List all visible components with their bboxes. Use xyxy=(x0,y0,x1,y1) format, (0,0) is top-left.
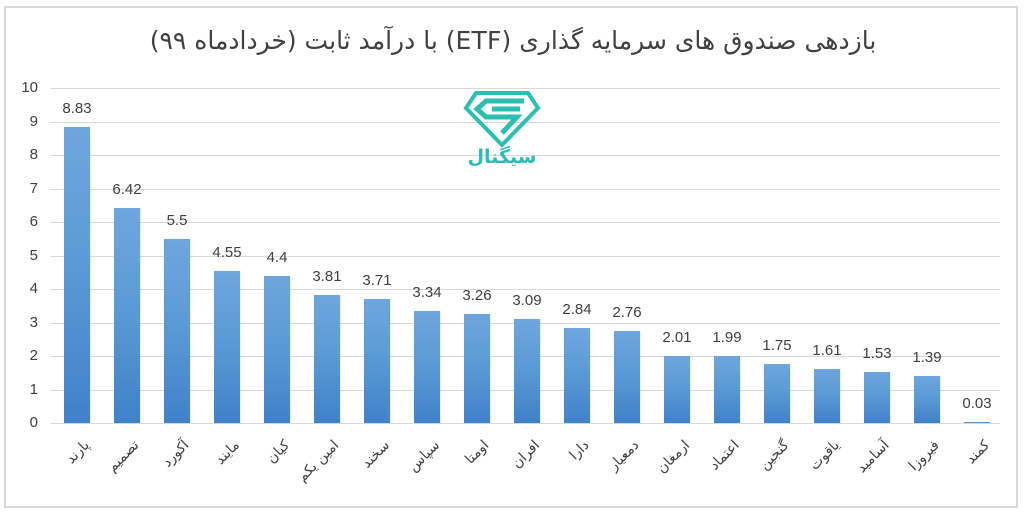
data-label: 0.03 xyxy=(962,394,992,412)
chart-frame xyxy=(4,6,1018,508)
bar xyxy=(764,364,790,423)
y-tick-label: 7 xyxy=(29,180,38,197)
bar xyxy=(414,311,440,423)
y-tick-label: 10 xyxy=(21,79,38,96)
bar xyxy=(114,207,140,423)
data-label: 3.34 xyxy=(412,284,442,302)
data-label: 1.99 xyxy=(712,329,742,347)
bar xyxy=(64,127,90,423)
data-label: 3.81 xyxy=(312,268,342,286)
data-label: 2.01 xyxy=(662,328,692,346)
bar xyxy=(564,327,590,423)
data-label: 4.55 xyxy=(212,243,242,261)
data-label: 4.4 xyxy=(266,248,288,266)
data-label: 1.61 xyxy=(812,342,842,360)
gridline xyxy=(50,155,1000,156)
data-label: 3.09 xyxy=(512,292,542,310)
data-label: 2.76 xyxy=(612,303,642,321)
bar xyxy=(614,330,640,423)
data-label: 1.53 xyxy=(862,344,892,362)
data-label: 1.75 xyxy=(762,337,792,355)
y-tick-label: 9 xyxy=(29,113,38,130)
data-label: 2.84 xyxy=(562,300,592,318)
data-label: 6.42 xyxy=(112,180,142,198)
gridline xyxy=(50,222,1000,223)
bar xyxy=(514,319,540,423)
y-tick-label: 8 xyxy=(29,146,38,163)
gridline xyxy=(50,256,1000,257)
bar xyxy=(314,295,340,423)
data-label: 3.71 xyxy=(362,271,392,289)
data-label: 3.26 xyxy=(462,286,492,304)
bar xyxy=(864,371,890,423)
gridline xyxy=(50,189,1000,190)
y-tick-label: 1 xyxy=(29,381,38,398)
y-tick-label: 6 xyxy=(29,213,38,230)
y-tick-label: 5 xyxy=(29,247,38,264)
data-label: 1.39 xyxy=(912,349,942,367)
bar xyxy=(914,376,940,423)
bar xyxy=(364,298,390,423)
bar xyxy=(264,275,290,423)
bar xyxy=(464,313,490,423)
data-label: 8.83 xyxy=(62,100,92,118)
data-label: 5.5 xyxy=(166,211,188,229)
bar xyxy=(214,270,240,423)
diamond-s-logo-icon xyxy=(463,91,541,148)
chart-title: بازدهی صندوق های سرمایه گذاری (ETF) با د… xyxy=(149,26,877,55)
gridline xyxy=(50,88,1000,89)
gridline xyxy=(50,289,1000,290)
bar xyxy=(714,356,740,423)
watermark-logo: سیگنال xyxy=(462,90,542,175)
y-tick-label: 4 xyxy=(29,280,38,297)
bar xyxy=(664,355,690,423)
watermark-text: سیگنال xyxy=(467,146,537,168)
y-tick-label: 2 xyxy=(29,347,38,364)
bar xyxy=(814,369,840,423)
bar xyxy=(164,238,190,423)
bar xyxy=(964,421,990,423)
y-tick-label: 0 xyxy=(29,414,38,431)
y-tick-label: 3 xyxy=(29,314,38,331)
gridline xyxy=(50,423,1000,424)
